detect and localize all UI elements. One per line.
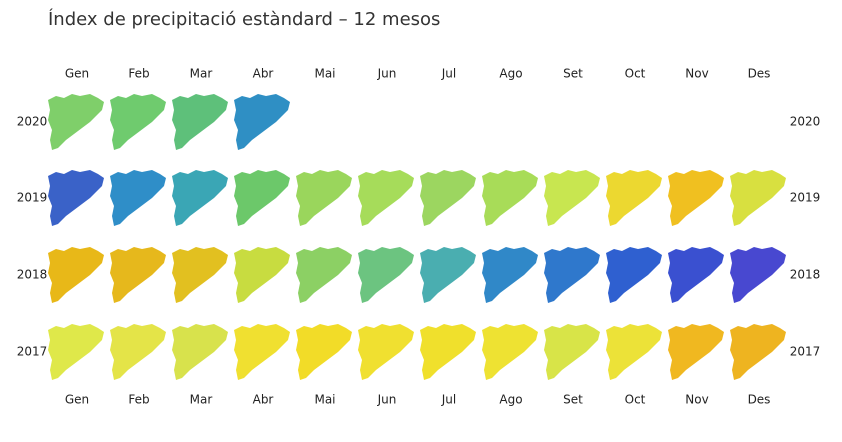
map-thumbnail — [48, 247, 104, 303]
month-label-bottom: Mai — [314, 393, 335, 407]
month-label-top: Des — [748, 67, 771, 81]
month-label-top: Jul — [441, 67, 456, 81]
map-thumbnail — [296, 170, 352, 226]
map-thumbnail — [668, 170, 724, 226]
map-thumbnail — [544, 170, 600, 226]
map-thumbnail — [482, 324, 538, 380]
map-thumbnail — [358, 324, 414, 380]
map-thumbnail — [482, 170, 538, 226]
map-thumbnail — [48, 324, 104, 380]
map-thumbnail — [110, 324, 166, 380]
month-label-bottom: Gen — [65, 393, 89, 407]
map-thumbnail — [420, 324, 476, 380]
map-thumbnail — [606, 247, 662, 303]
map-thumbnail — [110, 247, 166, 303]
map-thumbnail — [48, 170, 104, 226]
year-label-right: 2017 — [790, 345, 821, 359]
map-thumbnail — [296, 324, 352, 380]
year-label-left: 2020 — [17, 115, 48, 129]
map-thumbnail — [234, 324, 290, 380]
month-label-top: Mai — [314, 67, 335, 81]
month-label-bottom: Jul — [441, 393, 456, 407]
map-thumbnail — [48, 94, 104, 150]
month-label-top: Set — [563, 67, 583, 81]
map-thumbnail — [110, 94, 166, 150]
map-thumbnail — [358, 170, 414, 226]
map-thumbnail — [234, 247, 290, 303]
month-label-top: Nov — [685, 67, 708, 81]
map-thumbnail — [606, 324, 662, 380]
month-label-top: Mar — [190, 67, 213, 81]
month-label-bottom: Ago — [499, 393, 522, 407]
map-thumbnail — [234, 94, 290, 150]
title: Índex de precipitació estàndard – 12 mes… — [48, 8, 440, 30]
map-thumbnail — [730, 170, 786, 226]
month-label-bottom: Abr — [253, 393, 274, 407]
map-thumbnail — [110, 170, 166, 226]
month-label-top: Feb — [128, 67, 149, 81]
map-thumbnail — [482, 247, 538, 303]
year-label-right: 2019 — [790, 191, 821, 205]
month-label-bottom: Mar — [190, 393, 213, 407]
month-label-top: Oct — [625, 67, 646, 81]
map-thumbnail — [668, 324, 724, 380]
map-thumbnail — [234, 170, 290, 226]
month-label-bottom: Oct — [625, 393, 646, 407]
map-thumbnail — [730, 247, 786, 303]
month-label-bottom: Set — [563, 393, 583, 407]
map-thumbnail — [544, 247, 600, 303]
map-thumbnail — [172, 94, 228, 150]
map-thumbnail — [172, 247, 228, 303]
month-label-top: Ago — [499, 67, 522, 81]
map-thumbnail — [606, 170, 662, 226]
year-label-right: 2018 — [790, 268, 821, 282]
year-label-left: 2018 — [17, 268, 48, 282]
map-thumbnail — [730, 324, 786, 380]
month-label-bottom: Jun — [377, 393, 397, 407]
year-label-left: 2017 — [17, 345, 48, 359]
map-thumbnail — [358, 247, 414, 303]
month-label-top: Jun — [377, 67, 397, 81]
year-label-left: 2019 — [17, 191, 48, 205]
month-label-top: Gen — [65, 67, 89, 81]
map-thumbnail — [544, 324, 600, 380]
month-label-bottom: Des — [748, 393, 771, 407]
map-thumbnail — [420, 170, 476, 226]
map-thumbnail — [172, 324, 228, 380]
month-label-bottom: Nov — [685, 393, 708, 407]
year-label-right: 2020 — [790, 115, 821, 129]
map-thumbnail — [172, 170, 228, 226]
map-thumbnail — [420, 247, 476, 303]
month-label-bottom: Feb — [128, 393, 149, 407]
map-thumbnail — [296, 247, 352, 303]
month-label-top: Abr — [253, 67, 274, 81]
map-thumbnail — [668, 247, 724, 303]
